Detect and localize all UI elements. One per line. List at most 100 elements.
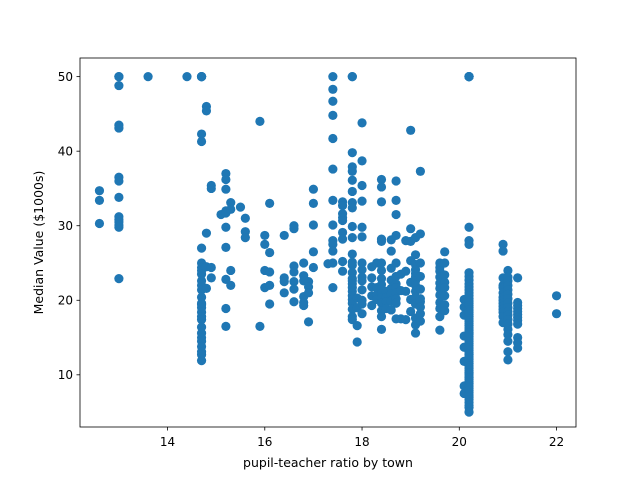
data-point: [279, 288, 289, 298]
y-tick-label: 40: [58, 144, 73, 158]
data-point: [337, 256, 348, 267]
data-point: [440, 247, 450, 257]
data-point: [352, 337, 362, 347]
data-point: [513, 343, 523, 353]
data-point: [391, 230, 401, 241]
data-point: [357, 196, 367, 206]
data-point: [357, 118, 367, 128]
data-point: [503, 355, 513, 365]
data-point: [279, 230, 289, 241]
data-point: [328, 96, 338, 106]
data-point: [114, 123, 124, 133]
data-point: [221, 184, 231, 194]
data-point: [376, 174, 387, 185]
data-point: [94, 218, 105, 229]
data-point: [265, 247, 275, 258]
data-point: [464, 407, 474, 417]
data-point: [308, 247, 319, 257]
data-point: [196, 129, 207, 139]
data-point: [347, 260, 357, 270]
data-point: [415, 284, 425, 294]
data-point: [357, 258, 367, 268]
data-point: [386, 305, 396, 315]
data-point: [503, 336, 513, 346]
data-point: [240, 233, 250, 243]
y-tick-label: 10: [58, 368, 73, 382]
data-point: [201, 106, 212, 116]
data-point: [114, 176, 124, 186]
data-point: [265, 299, 275, 309]
data-point: [182, 72, 192, 82]
data-point: [357, 285, 367, 295]
data-point: [498, 246, 508, 256]
data-point: [289, 267, 299, 277]
data-point: [357, 222, 367, 232]
data-point: [206, 273, 216, 283]
data-point: [440, 270, 450, 280]
data-point: [347, 221, 357, 232]
data-point: [308, 220, 319, 230]
data-point: [308, 184, 319, 194]
data-point: [357, 276, 367, 286]
data-point: [114, 222, 124, 232]
data-point: [401, 266, 411, 276]
data-point: [357, 299, 367, 309]
data-point: [357, 180, 367, 191]
data-point: [328, 246, 338, 256]
x-tick-label: 14: [160, 435, 175, 449]
data-point: [376, 197, 387, 207]
y-tick-label: 30: [58, 219, 73, 233]
data-point: [226, 198, 236, 208]
data-point: [347, 233, 357, 243]
data-point: [308, 198, 319, 208]
data-point: [464, 239, 474, 249]
data-point: [337, 201, 348, 211]
data-point: [279, 277, 289, 287]
x-tick-label: 18: [354, 435, 369, 449]
data-point: [328, 72, 338, 82]
data-point: [328, 220, 338, 230]
data-point: [376, 324, 387, 334]
data-point: [337, 234, 348, 244]
data-point: [347, 249, 357, 259]
data-point: [206, 183, 216, 194]
y-tick-label: 20: [58, 294, 73, 308]
data-point: [337, 215, 348, 226]
data-point: [464, 373, 474, 383]
data-point: [513, 273, 523, 283]
data-point: [289, 277, 299, 287]
data-point: [196, 243, 207, 253]
data-point: [513, 319, 523, 329]
data-point: [328, 84, 338, 94]
data-point: [94, 195, 105, 205]
data-point: [357, 232, 367, 242]
data-point: [376, 182, 387, 192]
data-point: [410, 328, 421, 338]
data-point: [347, 72, 357, 82]
data-point: [221, 222, 231, 232]
data-point: [376, 312, 387, 322]
data-point: [464, 349, 474, 359]
y-tick-label: 50: [58, 70, 73, 84]
data-point: [406, 224, 416, 234]
data-point: [328, 133, 338, 144]
data-point: [401, 286, 411, 296]
data-point: [328, 283, 338, 293]
data-point: [255, 321, 265, 331]
data-point: [415, 166, 425, 176]
data-point: [347, 166, 357, 176]
data-point: [357, 156, 367, 166]
data-point: [551, 309, 562, 319]
data-point: [386, 246, 396, 256]
data-point: [260, 239, 270, 249]
data-point: [303, 317, 314, 327]
data-point: [196, 315, 207, 325]
data-point: [551, 291, 562, 301]
data-point: [114, 72, 124, 82]
x-axis-label: pupil-teacher ratio by town: [243, 455, 413, 470]
data-point: [376, 265, 387, 276]
data-point: [265, 198, 275, 208]
data-point: [415, 271, 425, 282]
data-point: [391, 209, 401, 220]
data-point: [206, 262, 216, 273]
